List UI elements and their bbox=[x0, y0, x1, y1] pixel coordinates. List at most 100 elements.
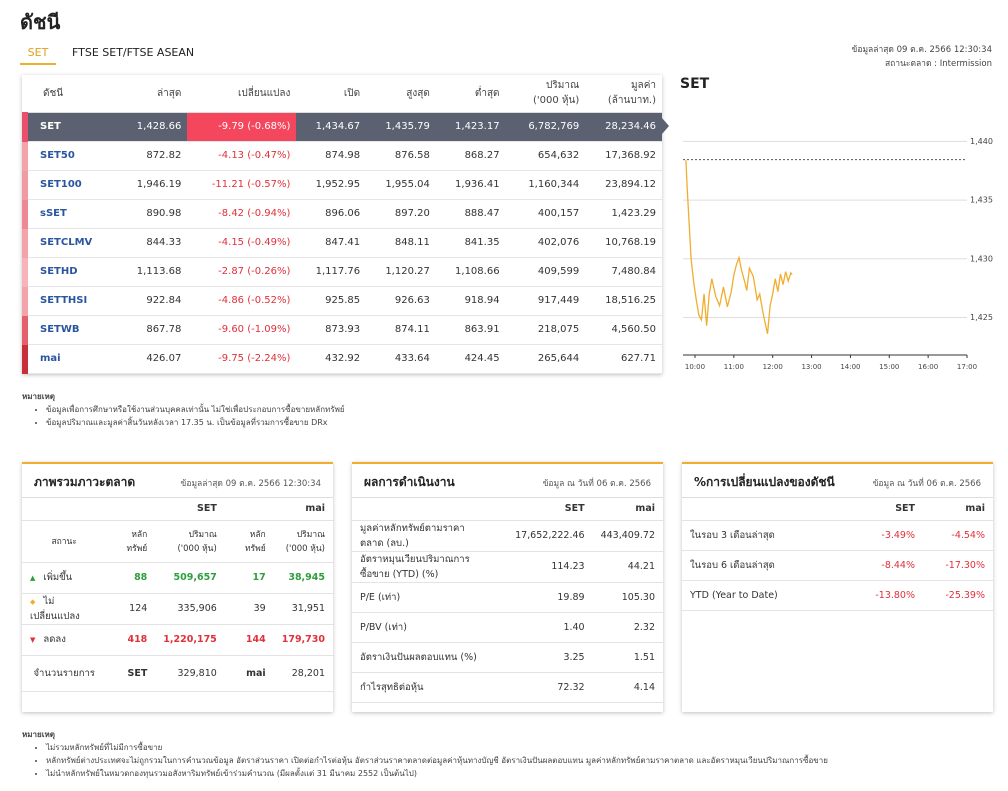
row: ในรอบ 3 เดือนล่าสุด -3.49% -4.54% bbox=[682, 520, 993, 551]
total-row: จำนวนรายการ SET 329,810 mai 28,201 bbox=[22, 655, 333, 692]
subheader: สถานะ bbox=[22, 520, 107, 563]
index-table: ดัชนี ล่าสุด เปลี่ยนแปลง เปิด สูงสุด ต่ำสุด ปร… bbox=[22, 75, 662, 374]
cell: 88 bbox=[106, 562, 156, 594]
row: มูลค่าหลักทรัพย์ตามราคา ตลาด (ลบ.) 17,652… bbox=[352, 520, 663, 552]
row: P/BV (เท่า) 1.40 2.32 bbox=[352, 612, 663, 643]
cell: 1,952.95 bbox=[296, 170, 367, 200]
cell: 4,560.50 bbox=[585, 315, 662, 345]
panel-date: ข้อมูล ณ วันที่ 06 ต.ค. 2566 bbox=[872, 479, 981, 489]
x-tick-label: 12:00 bbox=[763, 363, 783, 371]
cell: 23,894.12 bbox=[585, 170, 662, 200]
group-header: SET bbox=[106, 498, 225, 521]
market-panel: ภาพรวมภาวะตลาด ข้อมูลล่าสุด 09 ต.ค. 2566 … bbox=[22, 462, 333, 712]
cell: sSET bbox=[22, 199, 123, 229]
notes-title: หมายเหตุ bbox=[22, 392, 55, 401]
cell: 876.58 bbox=[366, 141, 436, 171]
cell: -8.42 (-0.94%) bbox=[187, 199, 297, 229]
cell: 426.07 bbox=[122, 344, 188, 374]
x-tick-label: 10:00 bbox=[685, 363, 705, 371]
cell: อัตราหมุนเวียนปริมาณการ ซื้อขาย (YTD) (%… bbox=[352, 551, 508, 583]
cell: 841.35 bbox=[435, 228, 506, 258]
cell: อัตราเงินปันผลตอบแทน (%) bbox=[352, 642, 508, 673]
cell: 1,423.29 bbox=[585, 199, 662, 229]
cell: SET100 bbox=[22, 170, 123, 200]
cell: 418 bbox=[106, 624, 156, 656]
cell: 847.41 bbox=[296, 228, 367, 258]
status-label: ไม่เปลี่ยนแปลง bbox=[30, 595, 80, 622]
cell: SETCLMV bbox=[22, 228, 123, 258]
cell: 17,652,222.46 bbox=[507, 520, 593, 552]
row: YTD (Year to Date) -13.80% -25.39% bbox=[682, 580, 993, 611]
cell: SETWB bbox=[22, 315, 123, 345]
cell: 1,955.04 bbox=[366, 170, 436, 200]
total-cell: 329,810 bbox=[155, 655, 225, 692]
cell: 874.11 bbox=[366, 315, 436, 345]
index-row: SETCLMV 844.33 -4.15 (-0.49%) 847.41 848.11 8… bbox=[22, 228, 662, 258]
total-cell: จำนวนรายการ bbox=[22, 655, 107, 692]
cell: 72.32 bbox=[507, 672, 593, 703]
cell: -4.86 (-0.52%) bbox=[187, 286, 297, 316]
cell: -9.79 (-0.68%) bbox=[187, 112, 297, 142]
y-tick-label: 1,425 bbox=[970, 313, 993, 322]
x-tick-label: 11:00 bbox=[724, 363, 744, 371]
cell: 1,435.79 bbox=[366, 112, 436, 142]
row: P/E (เท่า) 19.89 105.30 bbox=[352, 582, 663, 613]
market-table: SET mai สถานะ หลักทรัพย์ ปริมาณ ('000 หุ้น) ห… bbox=[22, 498, 333, 692]
index-row: sSET 890.98 -8.42 (-0.94%) 896.06 897.20 888.… bbox=[22, 199, 662, 229]
cell: 179,730 bbox=[273, 624, 333, 656]
index-row: mai 426.07 -9.75 (-2.24%) 432.92 433.64 424.4… bbox=[22, 344, 662, 374]
cell: 890.98 bbox=[122, 199, 188, 229]
status-icon: ▲ bbox=[30, 574, 36, 582]
cell: 335,906 bbox=[155, 593, 225, 625]
cell: 1,108.66 bbox=[435, 257, 506, 287]
cell: 872.82 bbox=[122, 141, 188, 171]
cell: มูลค่าหลักทรัพย์ตามราคา ตลาด (ลบ.) bbox=[352, 520, 508, 552]
cell: 1,117.76 bbox=[296, 257, 367, 287]
cell: SET50 bbox=[22, 141, 123, 171]
x-tick-label: 15:00 bbox=[879, 363, 899, 371]
price-line bbox=[685, 160, 793, 335]
index-row: SET100 1,946.19 -11.21 (-0.57%) 1,952.95 1,9… bbox=[22, 170, 662, 200]
notes-title: หมายเหตุ bbox=[22, 730, 55, 739]
cell: 44.21 bbox=[592, 551, 663, 583]
cell: 424.45 bbox=[435, 344, 506, 374]
cell: 19.89 bbox=[507, 582, 593, 613]
cell: SETTHSI bbox=[22, 286, 123, 316]
total-cell: mai bbox=[224, 655, 274, 692]
index-row: SETHD 1,113.68 -2.87 (-0.26%) 1,117.76 1,120… bbox=[22, 257, 662, 287]
y-tick-label: 1,430 bbox=[970, 254, 993, 263]
x-tick-label: 13:00 bbox=[801, 363, 821, 371]
cell: 1,428.66 bbox=[122, 112, 188, 142]
row: อัตราหมุนเวียนปริมาณการ ซื้อขาย (YTD) (%… bbox=[352, 551, 663, 583]
status-icon: ▼ bbox=[30, 636, 36, 644]
tab[interactable]: FTSE SET/FTSE ASEAN bbox=[72, 46, 195, 59]
panel-header: %การเปลี่ยนแปลงของดัชนี ข้อมูล ณ วันที่ 0… bbox=[682, 464, 993, 498]
pointer bbox=[662, 118, 669, 134]
cell: -13.80% bbox=[853, 580, 923, 611]
header-row: SET mai bbox=[352, 498, 663, 521]
cell: 873.93 bbox=[296, 315, 367, 345]
cell: 39 bbox=[224, 593, 274, 625]
panel-title: %การเปลี่ยนแปลงของดัชนี bbox=[694, 475, 835, 489]
cell: 17,368.92 bbox=[585, 141, 662, 171]
status-cell: ◆ ไม่เปลี่ยนแปลง bbox=[22, 593, 107, 625]
column-header: ปริมาณ ('000 หุ้น) bbox=[505, 75, 586, 113]
index-row: SET 1,428.66 -9.79 (-0.68%) 1,434.67 1,435.7… bbox=[22, 112, 662, 142]
group-row: SET mai bbox=[22, 498, 333, 521]
status-cell: ▲ เพิ่มขึ้น bbox=[22, 562, 107, 594]
cell: 1,434.67 bbox=[296, 112, 367, 142]
cell: 18,516.25 bbox=[585, 286, 662, 316]
notes: หมายเหตุไม่รวมหลักทรัพย์ที่ไม่มีการซื้อข… bbox=[22, 728, 828, 780]
notes: หมายเหตุข้อมูลเพื่อการศึกษาหรือใช้งานส่ว… bbox=[22, 390, 345, 429]
notes-list: ไม่รวมหลักทรัพย์ที่ไม่มีการซื้อขายหลักทร… bbox=[22, 741, 828, 780]
status-label: เพิ่มขึ้น bbox=[43, 572, 73, 583]
cell: 925.85 bbox=[296, 286, 367, 316]
tab[interactable]: SET bbox=[20, 46, 56, 65]
cell: 4.14 bbox=[592, 672, 663, 703]
column-header: มูลค่า (ล้านบาท.) bbox=[585, 75, 662, 113]
x-tick-label: 16:00 bbox=[918, 363, 938, 371]
note: ข้อมูลเพื่อการศึกษาหรือใช้งานส่วนบุคคลเท… bbox=[46, 403, 345, 416]
column-header: เปลี่ยนแปลง bbox=[187, 75, 297, 113]
chart-title: SET bbox=[680, 76, 710, 92]
subheader: ปริมาณ ('000 หุ้น) bbox=[273, 520, 333, 563]
